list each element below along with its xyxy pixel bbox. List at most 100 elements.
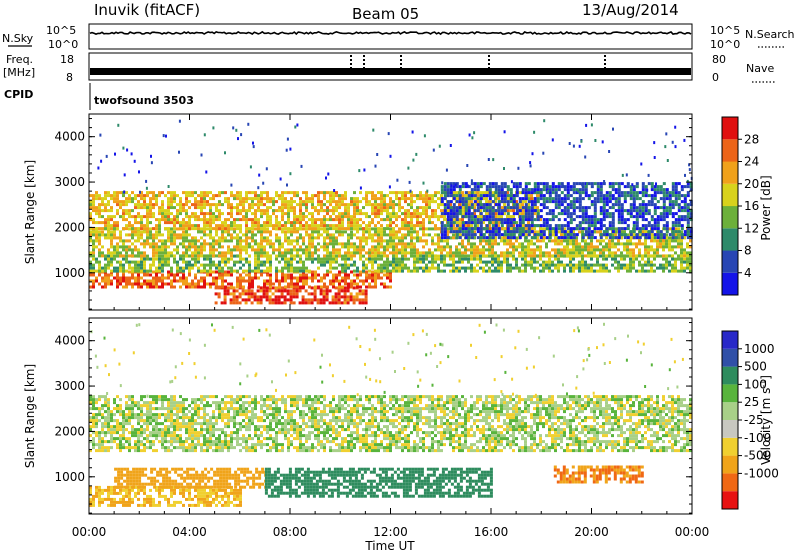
heatmap-cell — [286, 298, 290, 302]
heatmap-cell — [431, 266, 434, 270]
heatmap-cell — [677, 227, 680, 231]
heatmap-cell — [335, 200, 338, 204]
heatmap-cell — [491, 260, 494, 264]
heatmap-cell — [635, 242, 638, 246]
heatmap-cell — [401, 248, 404, 252]
heatmap-cell — [638, 254, 641, 258]
heatmap-cell — [128, 233, 131, 237]
heatmap-cell — [287, 282, 290, 286]
heatmap-cell — [404, 209, 407, 213]
heatmap-cell — [299, 257, 302, 261]
heatmap-cell — [317, 266, 320, 270]
heatmap-cell — [443, 230, 447, 234]
heatmap-cell — [587, 206, 591, 210]
heatmap-cell — [530, 206, 534, 210]
heatmap-cell — [323, 215, 326, 219]
heatmap-cell — [284, 263, 287, 267]
heatmap-cell — [389, 236, 392, 240]
heatmap-cell — [173, 279, 176, 283]
heatmap-cell — [449, 257, 452, 261]
heatmap-cell — [608, 245, 611, 249]
heatmap-cell — [392, 263, 395, 267]
heatmap-cell — [323, 263, 326, 267]
heatmap-cell — [182, 276, 185, 280]
heatmap-cell — [323, 242, 326, 246]
heatmap-cell — [497, 185, 501, 189]
heatmap-cell — [557, 185, 561, 189]
heatmap-cell — [332, 276, 335, 280]
heatmap-cell — [173, 254, 176, 258]
heatmap-cell — [632, 251, 635, 255]
heatmap-cell — [413, 242, 416, 246]
heatmap-cell — [230, 273, 233, 277]
heatmap-cell — [632, 266, 635, 270]
heatmap-cell — [554, 257, 557, 261]
heatmap-cell — [632, 260, 635, 264]
heatmap-cell — [308, 276, 311, 280]
heatmap-cell — [389, 203, 392, 207]
heatmap-cell — [269, 233, 272, 237]
heatmap-cell — [221, 227, 224, 231]
heatmap-cell — [500, 236, 503, 240]
heatmap-cell — [521, 191, 525, 195]
heatmap-cell — [134, 245, 137, 249]
heatmap-cell — [539, 182, 543, 186]
heatmap-cell — [344, 203, 347, 207]
heatmap-cell — [389, 279, 392, 283]
heatmap-cell — [590, 257, 593, 261]
heatmap-cell — [101, 269, 104, 273]
heatmap-cell — [212, 227, 215, 231]
heatmap-cell — [185, 282, 188, 286]
heatmap-cell — [149, 212, 152, 216]
heatmap-cell — [287, 257, 290, 261]
heatmap-cell — [173, 197, 176, 201]
heatmap-cell — [380, 209, 383, 213]
heatmap-cell — [476, 218, 480, 222]
heatmap-cell — [152, 215, 155, 219]
heatmap-cell — [527, 230, 531, 234]
heatmap-cell — [374, 215, 377, 219]
heatmap-cell — [452, 266, 455, 270]
heatmap-cell — [617, 215, 621, 219]
heatmap-cell — [140, 191, 143, 195]
heatmap-cell — [614, 236, 618, 240]
heatmap-cell — [167, 212, 170, 216]
heatmap-cell — [266, 200, 269, 204]
heatmap-cell — [635, 245, 638, 249]
heatmap-cell — [455, 227, 458, 231]
heatmap-cell — [485, 206, 489, 210]
heatmap-cell — [257, 251, 260, 255]
heatmap-cell — [575, 227, 579, 231]
heatmap-cell — [395, 197, 398, 201]
heatmap-cell — [266, 212, 269, 216]
heatmap-cell — [587, 221, 591, 225]
heatmap-cell — [226, 286, 230, 290]
heatmap-cell — [686, 263, 689, 267]
heatmap-cell — [155, 248, 158, 252]
heatmap-cell — [335, 215, 338, 219]
heatmap-cell — [560, 251, 563, 255]
heatmap-cell — [476, 257, 479, 261]
heatmap-cell — [248, 206, 251, 210]
heatmap-cell — [605, 194, 609, 198]
heatmap-cell — [173, 273, 176, 277]
heatmap-cell — [584, 191, 588, 195]
heatmap-cell — [482, 221, 485, 225]
heatmap-cell — [377, 269, 380, 273]
heatmap-cell — [257, 200, 260, 204]
heatmap-cell — [206, 194, 209, 198]
heatmap-cell — [578, 245, 581, 249]
heatmap-cell — [404, 266, 407, 270]
heatmap-cell — [89, 236, 92, 240]
heatmap-cell — [527, 215, 531, 219]
heatmap-cell — [479, 233, 483, 237]
heatmap-cell — [185, 191, 188, 195]
beam-title: Beam 05 — [352, 5, 419, 23]
heatmap-cell — [494, 194, 497, 198]
heatmap-cell — [235, 295, 239, 299]
heatmap-cell — [215, 203, 218, 207]
heatmap-cell — [482, 266, 485, 270]
heatmap-cell — [167, 276, 170, 280]
heatmap-cell — [659, 254, 662, 258]
heatmap-cell — [383, 260, 386, 264]
